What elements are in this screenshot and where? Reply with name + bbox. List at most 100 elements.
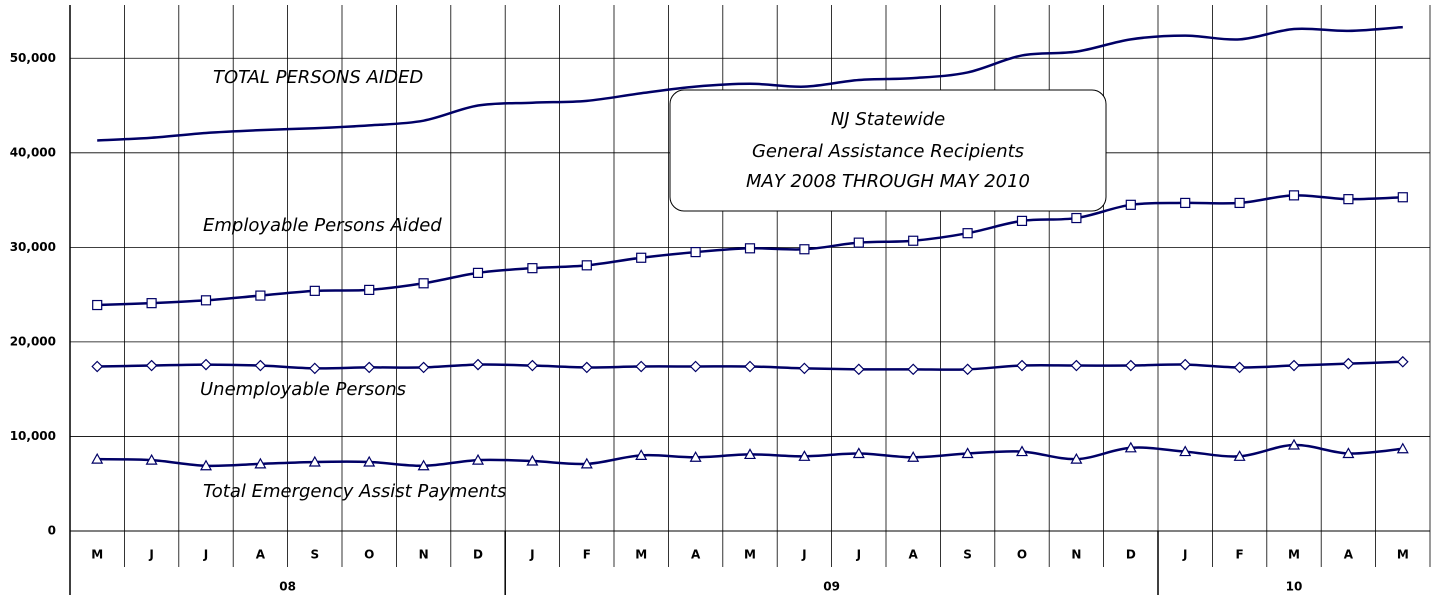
marker bbox=[1124, 441, 1137, 453]
marker bbox=[472, 267, 484, 278]
marker bbox=[580, 361, 593, 374]
x-tick-label: J bbox=[856, 548, 861, 562]
chart-title: NJ Statewide bbox=[831, 109, 945, 130]
marker bbox=[581, 260, 592, 271]
x-tick-label: N bbox=[419, 548, 429, 562]
marker bbox=[1233, 450, 1246, 461]
marker bbox=[254, 359, 267, 372]
marker bbox=[1233, 361, 1246, 374]
marker bbox=[418, 278, 429, 289]
y-tick-label: 20,000 bbox=[10, 334, 56, 348]
y-tick-label: 50,000 bbox=[10, 51, 56, 65]
marker bbox=[363, 361, 376, 374]
marker bbox=[200, 358, 212, 371]
x-tick-label: O bbox=[364, 548, 374, 562]
marker bbox=[635, 360, 648, 373]
x-tick-label: A bbox=[691, 548, 701, 562]
x-tick-label: J bbox=[1182, 548, 1187, 562]
marker bbox=[1015, 445, 1029, 457]
marker bbox=[146, 298, 157, 309]
marker bbox=[526, 359, 539, 372]
x-tick-label: J bbox=[529, 548, 534, 562]
marker bbox=[1070, 452, 1083, 464]
x-tick-label: M bbox=[91, 548, 103, 562]
marker bbox=[744, 360, 756, 373]
marker bbox=[1180, 197, 1191, 209]
marker bbox=[472, 358, 484, 371]
x-tick-label: D bbox=[473, 548, 483, 562]
marker bbox=[852, 363, 865, 376]
group-label: 09 bbox=[823, 580, 840, 594]
marker bbox=[799, 244, 810, 255]
x-tick-label: F bbox=[1235, 548, 1243, 562]
x-tick-label: M bbox=[635, 548, 647, 562]
marker bbox=[254, 457, 267, 469]
marker bbox=[91, 360, 104, 373]
marker bbox=[471, 453, 485, 465]
marker bbox=[1343, 194, 1354, 205]
marker bbox=[364, 284, 375, 296]
marker bbox=[798, 450, 811, 461]
marker bbox=[580, 457, 593, 469]
marker bbox=[689, 451, 702, 462]
x-tick-label: S bbox=[310, 548, 319, 562]
marker bbox=[363, 455, 376, 467]
title-box bbox=[669, 89, 1107, 212]
series-label: Unemployable Persons bbox=[200, 379, 406, 400]
marker bbox=[92, 299, 103, 311]
x-tick-label: J bbox=[801, 548, 806, 562]
marker bbox=[308, 455, 321, 467]
x-tick-label: A bbox=[1344, 548, 1354, 562]
y-tick-label: 0 bbox=[48, 524, 56, 538]
group-label: 10 bbox=[1286, 580, 1303, 594]
marker bbox=[1016, 215, 1028, 226]
marker bbox=[1179, 358, 1192, 371]
x-tick-label: O bbox=[1017, 548, 1027, 562]
marker bbox=[853, 237, 864, 248]
marker bbox=[798, 362, 811, 375]
group-label: 08 bbox=[279, 580, 296, 594]
marker bbox=[417, 459, 430, 471]
marker bbox=[636, 252, 647, 263]
y-tick-label: 30,000 bbox=[10, 240, 56, 254]
marker bbox=[1071, 212, 1082, 224]
series-label: Total Emergency Assist Payments bbox=[203, 481, 506, 502]
x-tick-label: S bbox=[963, 548, 972, 562]
marker bbox=[145, 453, 158, 465]
x-tick-label: D bbox=[1126, 548, 1136, 562]
x-tick-label: N bbox=[1071, 548, 1081, 562]
marker bbox=[1396, 355, 1409, 368]
marker bbox=[908, 235, 919, 246]
marker bbox=[417, 361, 430, 374]
x-tick-label: J bbox=[148, 548, 153, 562]
marker bbox=[309, 285, 320, 296]
y-tick-label: 10,000 bbox=[10, 429, 56, 443]
marker bbox=[1234, 197, 1245, 209]
marker bbox=[1125, 199, 1136, 210]
x-tick-label: F bbox=[583, 548, 591, 562]
series-line bbox=[97, 25, 1403, 142]
marker bbox=[91, 452, 104, 464]
marker bbox=[743, 448, 757, 460]
chart-subtitle: General Assistance Recipients bbox=[752, 141, 1024, 162]
marker bbox=[526, 454, 539, 466]
marker bbox=[199, 459, 213, 471]
marker bbox=[689, 360, 702, 373]
marker bbox=[308, 362, 321, 375]
marker bbox=[907, 363, 920, 376]
marker bbox=[635, 449, 648, 460]
marker bbox=[852, 447, 865, 459]
x-tick-label: M bbox=[744, 548, 756, 562]
marker bbox=[1342, 357, 1355, 370]
marker bbox=[145, 359, 158, 372]
marker bbox=[744, 243, 756, 254]
x-tick-label: A bbox=[256, 548, 266, 562]
marker bbox=[1342, 447, 1355, 459]
y-tick-label: 40,000 bbox=[10, 145, 56, 159]
marker bbox=[962, 228, 973, 239]
marker bbox=[907, 451, 920, 462]
marker bbox=[527, 263, 538, 274]
marker bbox=[1016, 359, 1028, 372]
marker bbox=[200, 295, 212, 306]
